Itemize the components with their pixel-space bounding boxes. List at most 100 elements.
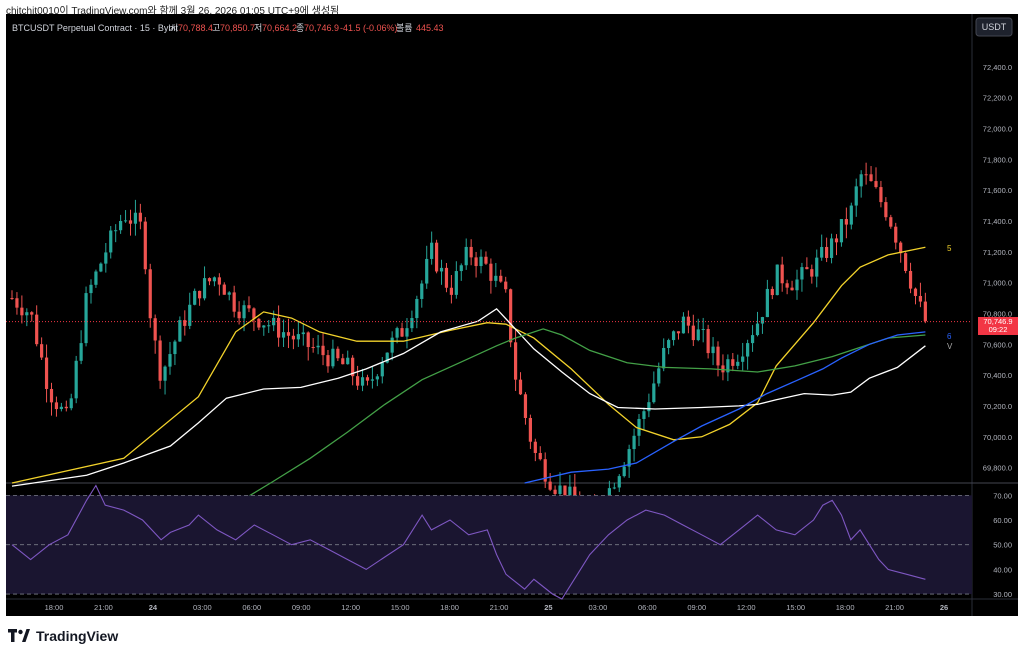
current-price-tag: [978, 317, 1018, 335]
symbol-title[interactable]: BTCUSDT Perpetual Contract · 15 · Bybit: [12, 23, 178, 33]
candle-body: [829, 238, 834, 258]
candle-body: [94, 271, 98, 285]
time-axis-tick: 12:00: [341, 603, 360, 612]
candle-body: [711, 346, 715, 354]
candle-body: [899, 242, 903, 254]
candle-body: [306, 332, 310, 348]
rsi-axis-tick: 30.00: [993, 590, 1012, 599]
tradingview-brand[interactable]: TradingView: [36, 628, 119, 644]
price-axis-tick: 70,000.0: [983, 433, 1012, 442]
low-label: 저: [254, 23, 262, 33]
candle-body: [750, 335, 755, 344]
price-axis-tick: 71,200.0: [983, 248, 1012, 257]
candle-body: [513, 342, 518, 380]
candle-body: [281, 332, 286, 338]
candle-body: [390, 337, 394, 353]
candle-body: [469, 246, 473, 258]
candle-body: [760, 317, 765, 324]
candle-body: [247, 305, 251, 309]
candle-body: [844, 219, 848, 225]
open-value: 70,788.4: [178, 23, 213, 33]
price-axis-tick: 70,200.0: [983, 402, 1012, 411]
candle-body: [518, 379, 523, 395]
side-marker-6: 6: [947, 332, 952, 341]
price-axis-tick: 71,600.0: [983, 186, 1012, 195]
candle-body: [731, 359, 735, 366]
candle-body: [657, 368, 661, 384]
candle-body: [128, 220, 133, 224]
candle-body: [454, 271, 458, 295]
candle-body: [262, 325, 266, 328]
time-axis-tick: 06:00: [638, 603, 657, 612]
candle-body: [123, 220, 128, 222]
candle-body: [499, 275, 503, 282]
candle-body: [119, 220, 123, 231]
candle-body: [198, 290, 202, 299]
candle-body: [232, 292, 236, 312]
candle-body: [15, 298, 19, 308]
candle-body: [464, 246, 468, 266]
candle-body: [746, 343, 750, 357]
price-axis-tick: 72,400.0: [983, 63, 1012, 72]
candle-body: [884, 202, 888, 218]
time-axis-tick: 18:00: [45, 603, 64, 612]
currency-button-label[interactable]: USDT: [982, 22, 1007, 32]
candle-body: [879, 187, 883, 203]
candle-body: [913, 288, 918, 296]
time-axis-tick: 26: [940, 603, 948, 612]
candle-body: [632, 435, 636, 450]
change-value: -41.5 (-0.06%): [340, 23, 398, 33]
candle-body: [222, 284, 226, 295]
candle-body: [449, 287, 454, 295]
candle-body: [617, 476, 621, 488]
candle-body: [207, 278, 212, 282]
candle-body: [790, 287, 794, 291]
snapshot-caption: chitchit0010이 TradingView.com와 함께 3월 26,…: [6, 6, 340, 17]
candle-body: [400, 328, 404, 337]
close-label: 종: [296, 23, 304, 33]
high-value: 70,850.7: [220, 23, 255, 33]
candle-body: [430, 242, 434, 259]
candle-body: [30, 312, 34, 315]
candle-body: [706, 329, 710, 354]
candle-body: [212, 277, 217, 282]
time-axis-tick: 21:00: [94, 603, 113, 612]
price-axis-tick: 70,600.0: [983, 340, 1012, 349]
candle-body: [434, 242, 439, 272]
time-axis-tick: 09:00: [687, 603, 706, 612]
currency-button[interactable]: [975, 17, 1013, 37]
candle-body: [341, 358, 345, 365]
candle-body: [286, 332, 291, 336]
close-value: 70,746.9: [304, 23, 339, 33]
footer: TradingView: [8, 628, 118, 644]
candle-body: [528, 417, 532, 442]
candle-body: [810, 269, 814, 277]
time-axis-tick: 24: [149, 603, 158, 612]
candle-body: [504, 281, 508, 290]
candle-body: [489, 263, 493, 281]
candle-body: [360, 377, 365, 386]
candle-body: [563, 485, 567, 501]
time-axis-tick: 03:00: [193, 603, 212, 612]
candle-body: [904, 253, 908, 271]
candle-body: [538, 453, 542, 460]
candle-body: [425, 258, 429, 284]
candle-body: [158, 340, 162, 381]
candle-body: [163, 366, 167, 381]
candle-body: [622, 466, 626, 477]
candle-body: [242, 305, 246, 319]
price-chart-svg[interactable]: 72,400.0 72,200.0 72,000.0 71,800.0 71,600.0…: [6, 14, 1018, 616]
time-axis-tick: 15:00: [391, 603, 410, 612]
candle-body: [252, 308, 256, 319]
candle-body: [820, 246, 824, 258]
candle-body: [237, 311, 241, 319]
price-axis-tick: 72,200.0: [983, 94, 1012, 103]
chart-panel[interactable]: 72,400.0 72,200.0 72,000.0 71,800.0 71,600.0…: [6, 14, 1018, 616]
candle-body: [716, 346, 720, 366]
bar-countdown: 09:22: [989, 325, 1008, 334]
candle-body: [444, 267, 449, 288]
rsi-axis-tick: 60.00: [993, 516, 1012, 525]
candle-body: [825, 246, 829, 258]
candle-body: [365, 377, 370, 381]
candle-body: [370, 379, 375, 381]
